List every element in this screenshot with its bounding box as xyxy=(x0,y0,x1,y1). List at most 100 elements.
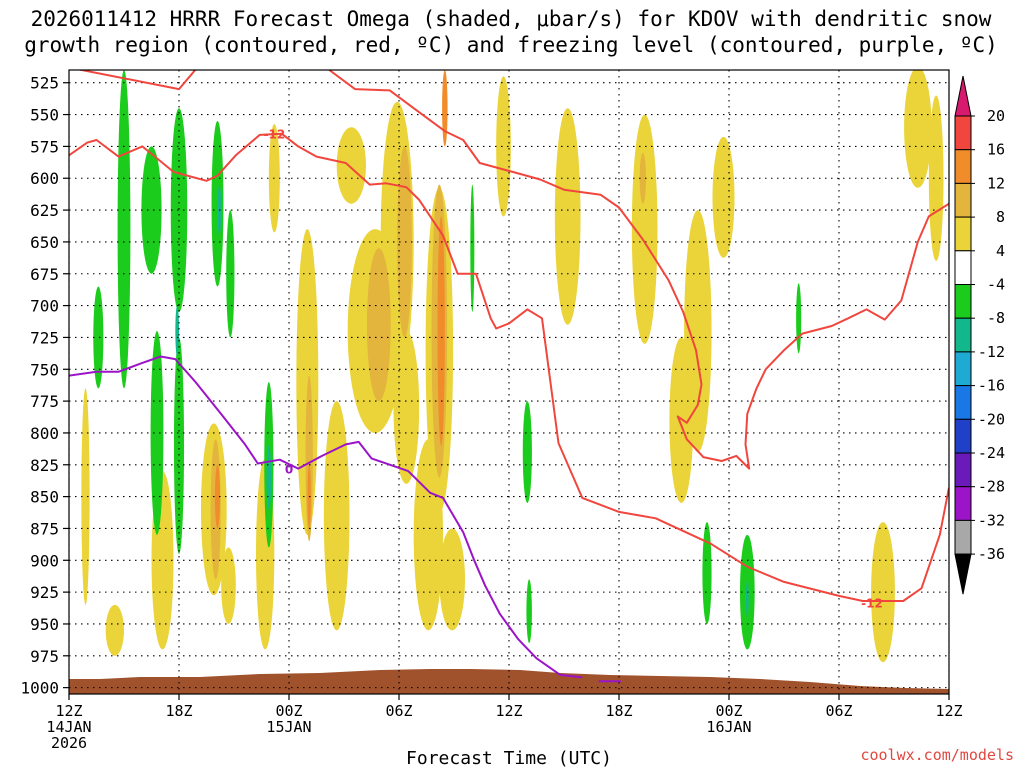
omega-region-3-9 xyxy=(470,184,475,312)
omega-region-3-14 xyxy=(796,283,802,354)
y-tick-label-1000: 1000 xyxy=(20,679,59,698)
y-tick-label-825: 825 xyxy=(30,456,59,475)
y-tick-label-775: 775 xyxy=(30,392,59,411)
dgz-label-a: -12 xyxy=(263,128,285,142)
colorbar-swatch-4 xyxy=(954,216,972,252)
colorbar-label-6: -8 xyxy=(987,309,1005,327)
x-tick-label-8-0: 12Z xyxy=(935,702,962,720)
y-tick-label-975: 975 xyxy=(30,647,59,666)
x-tick-label-2-1: 15JAN xyxy=(266,718,311,736)
omega-region-3-0 xyxy=(93,286,104,389)
colorbar-label-13: -36 xyxy=(978,545,1005,563)
y-tick-label-575: 575 xyxy=(30,137,59,156)
contour-layer: -12 -12 0 xyxy=(69,70,949,683)
colorbar-swatch-11 xyxy=(954,452,972,488)
colorbar-swatch-9 xyxy=(954,385,972,420)
colorbar-bottom-arrow xyxy=(954,553,972,595)
x-tick-label-6-1: 16JAN xyxy=(706,718,751,736)
omega-region-3-5 xyxy=(173,337,185,554)
colorbar-swatch-8 xyxy=(954,351,972,387)
dgz-contour-2 xyxy=(328,70,949,470)
colorbar-swatch-7 xyxy=(954,317,972,353)
omega-region-3-6 xyxy=(211,120,224,287)
chart-title-line-1: 2026011412 HRRR Forecast Omega (shaded, … xyxy=(31,7,992,31)
omega-region-3-1 xyxy=(117,70,131,389)
omega-region-0-4 xyxy=(221,547,236,624)
x-tick-label-6-0: 00Z xyxy=(715,702,742,720)
x-tick-label-5-0: 18Z xyxy=(605,702,632,720)
omega-region-4-3 xyxy=(745,579,749,618)
svg-text:-12: -12 xyxy=(263,128,285,142)
omega-region-4-2 xyxy=(266,445,272,510)
colorbar-label-9: -20 xyxy=(978,410,1005,428)
colorbar-swatch-5 xyxy=(954,250,972,286)
svg-text:0: 0 xyxy=(285,463,293,477)
y-tick-label-550: 550 xyxy=(30,106,59,125)
freezing-level-contour xyxy=(69,355,583,679)
colorbar-swatch-12 xyxy=(954,486,972,521)
colorbar-label-8: -16 xyxy=(978,377,1005,395)
x-tick-label-0-2: 2026 xyxy=(51,734,87,752)
omega-region-3-4 xyxy=(170,108,188,312)
omega-region-0-17 xyxy=(554,108,581,325)
svg-text:-12: -12 xyxy=(861,596,883,610)
x-tick-label-7-0: 06Z xyxy=(825,702,852,720)
omega-region-3-2 xyxy=(141,146,162,274)
omega-region-0-22 xyxy=(871,522,895,663)
x-tick-label-2-0: 00Z xyxy=(275,702,302,720)
omega-region-0-21 xyxy=(712,136,735,258)
colorbar-swatch-6 xyxy=(954,284,972,319)
omega-region-1-3 xyxy=(397,146,412,338)
y-tick-label-950: 950 xyxy=(30,615,59,634)
omega-region-2-0 xyxy=(214,464,221,529)
y-tick-label-700: 700 xyxy=(30,297,59,316)
omega-region-0-24 xyxy=(928,95,944,262)
colorbar-label-1: 16 xyxy=(987,141,1005,159)
freezing-level-label: 0 xyxy=(285,463,293,477)
x-tick-label-4-0: 12Z xyxy=(495,702,522,720)
colorbar-label-10: -24 xyxy=(978,444,1005,462)
credit-text: coolwx.com/models xyxy=(860,746,1014,764)
colorbar-label-7: -12 xyxy=(978,343,1005,361)
grid-layer xyxy=(69,70,949,694)
dgz-label-b: -12 xyxy=(861,596,883,610)
omega-region-4-0 xyxy=(175,305,180,357)
colorbar-swatch-2 xyxy=(954,149,972,184)
colorbar-label-5: -4 xyxy=(987,276,1005,294)
y-tick-label-675: 675 xyxy=(30,265,59,284)
y-tick-label-850: 850 xyxy=(30,488,59,507)
colorbar: 20 16 12 8 4 -4 -8 -12 -16 -20 -24 -28 -32 -36 xyxy=(954,75,1005,595)
y-tick-label-800: 800 xyxy=(30,424,59,443)
y-axis: 525 550 575 600 625 650 675 700 725 750 775 800 825 8… xyxy=(20,74,69,698)
dgz-contour-0 xyxy=(69,132,949,602)
y-tick-label-750: 750 xyxy=(30,360,59,379)
omega-region-3-12 xyxy=(702,522,712,624)
omega-region-0-15 xyxy=(439,528,465,631)
y-tick-label-900: 900 xyxy=(30,551,59,570)
omega-region-3-7 xyxy=(226,210,235,338)
x-tick-label-0-1: 14JAN xyxy=(46,718,91,736)
omega-region-0-20 xyxy=(669,337,694,503)
omega-region-0-1 xyxy=(105,604,125,656)
omega-region-1-2 xyxy=(366,248,391,402)
omega-region-1-1 xyxy=(305,375,313,542)
colorbar-label-4: 4 xyxy=(996,242,1005,260)
y-tick-label-525: 525 xyxy=(30,74,59,93)
colorbar-label-12: -32 xyxy=(978,511,1005,529)
colorbar-label-3: 8 xyxy=(996,208,1005,226)
omega-region-2-2 xyxy=(437,216,445,446)
omega-region-0-0 xyxy=(81,388,90,605)
omega-region-0-9 xyxy=(336,127,367,204)
x-axis-label: Forecast Time (UTC) xyxy=(406,748,612,768)
x-tick-label-1-0: 18Z xyxy=(165,702,192,720)
omega-region-0-8 xyxy=(323,401,350,631)
omega-region-3-11 xyxy=(526,579,532,644)
colorbar-swatch-13 xyxy=(954,519,972,555)
chart-title-line-2: growth region (contoured, red, ºC) and f… xyxy=(24,33,998,57)
omega-region-0-23 xyxy=(904,70,932,188)
y-tick-label-875: 875 xyxy=(30,519,59,538)
colorbar-label-0: 20 xyxy=(987,107,1005,125)
omega-region-3-3 xyxy=(150,331,164,535)
